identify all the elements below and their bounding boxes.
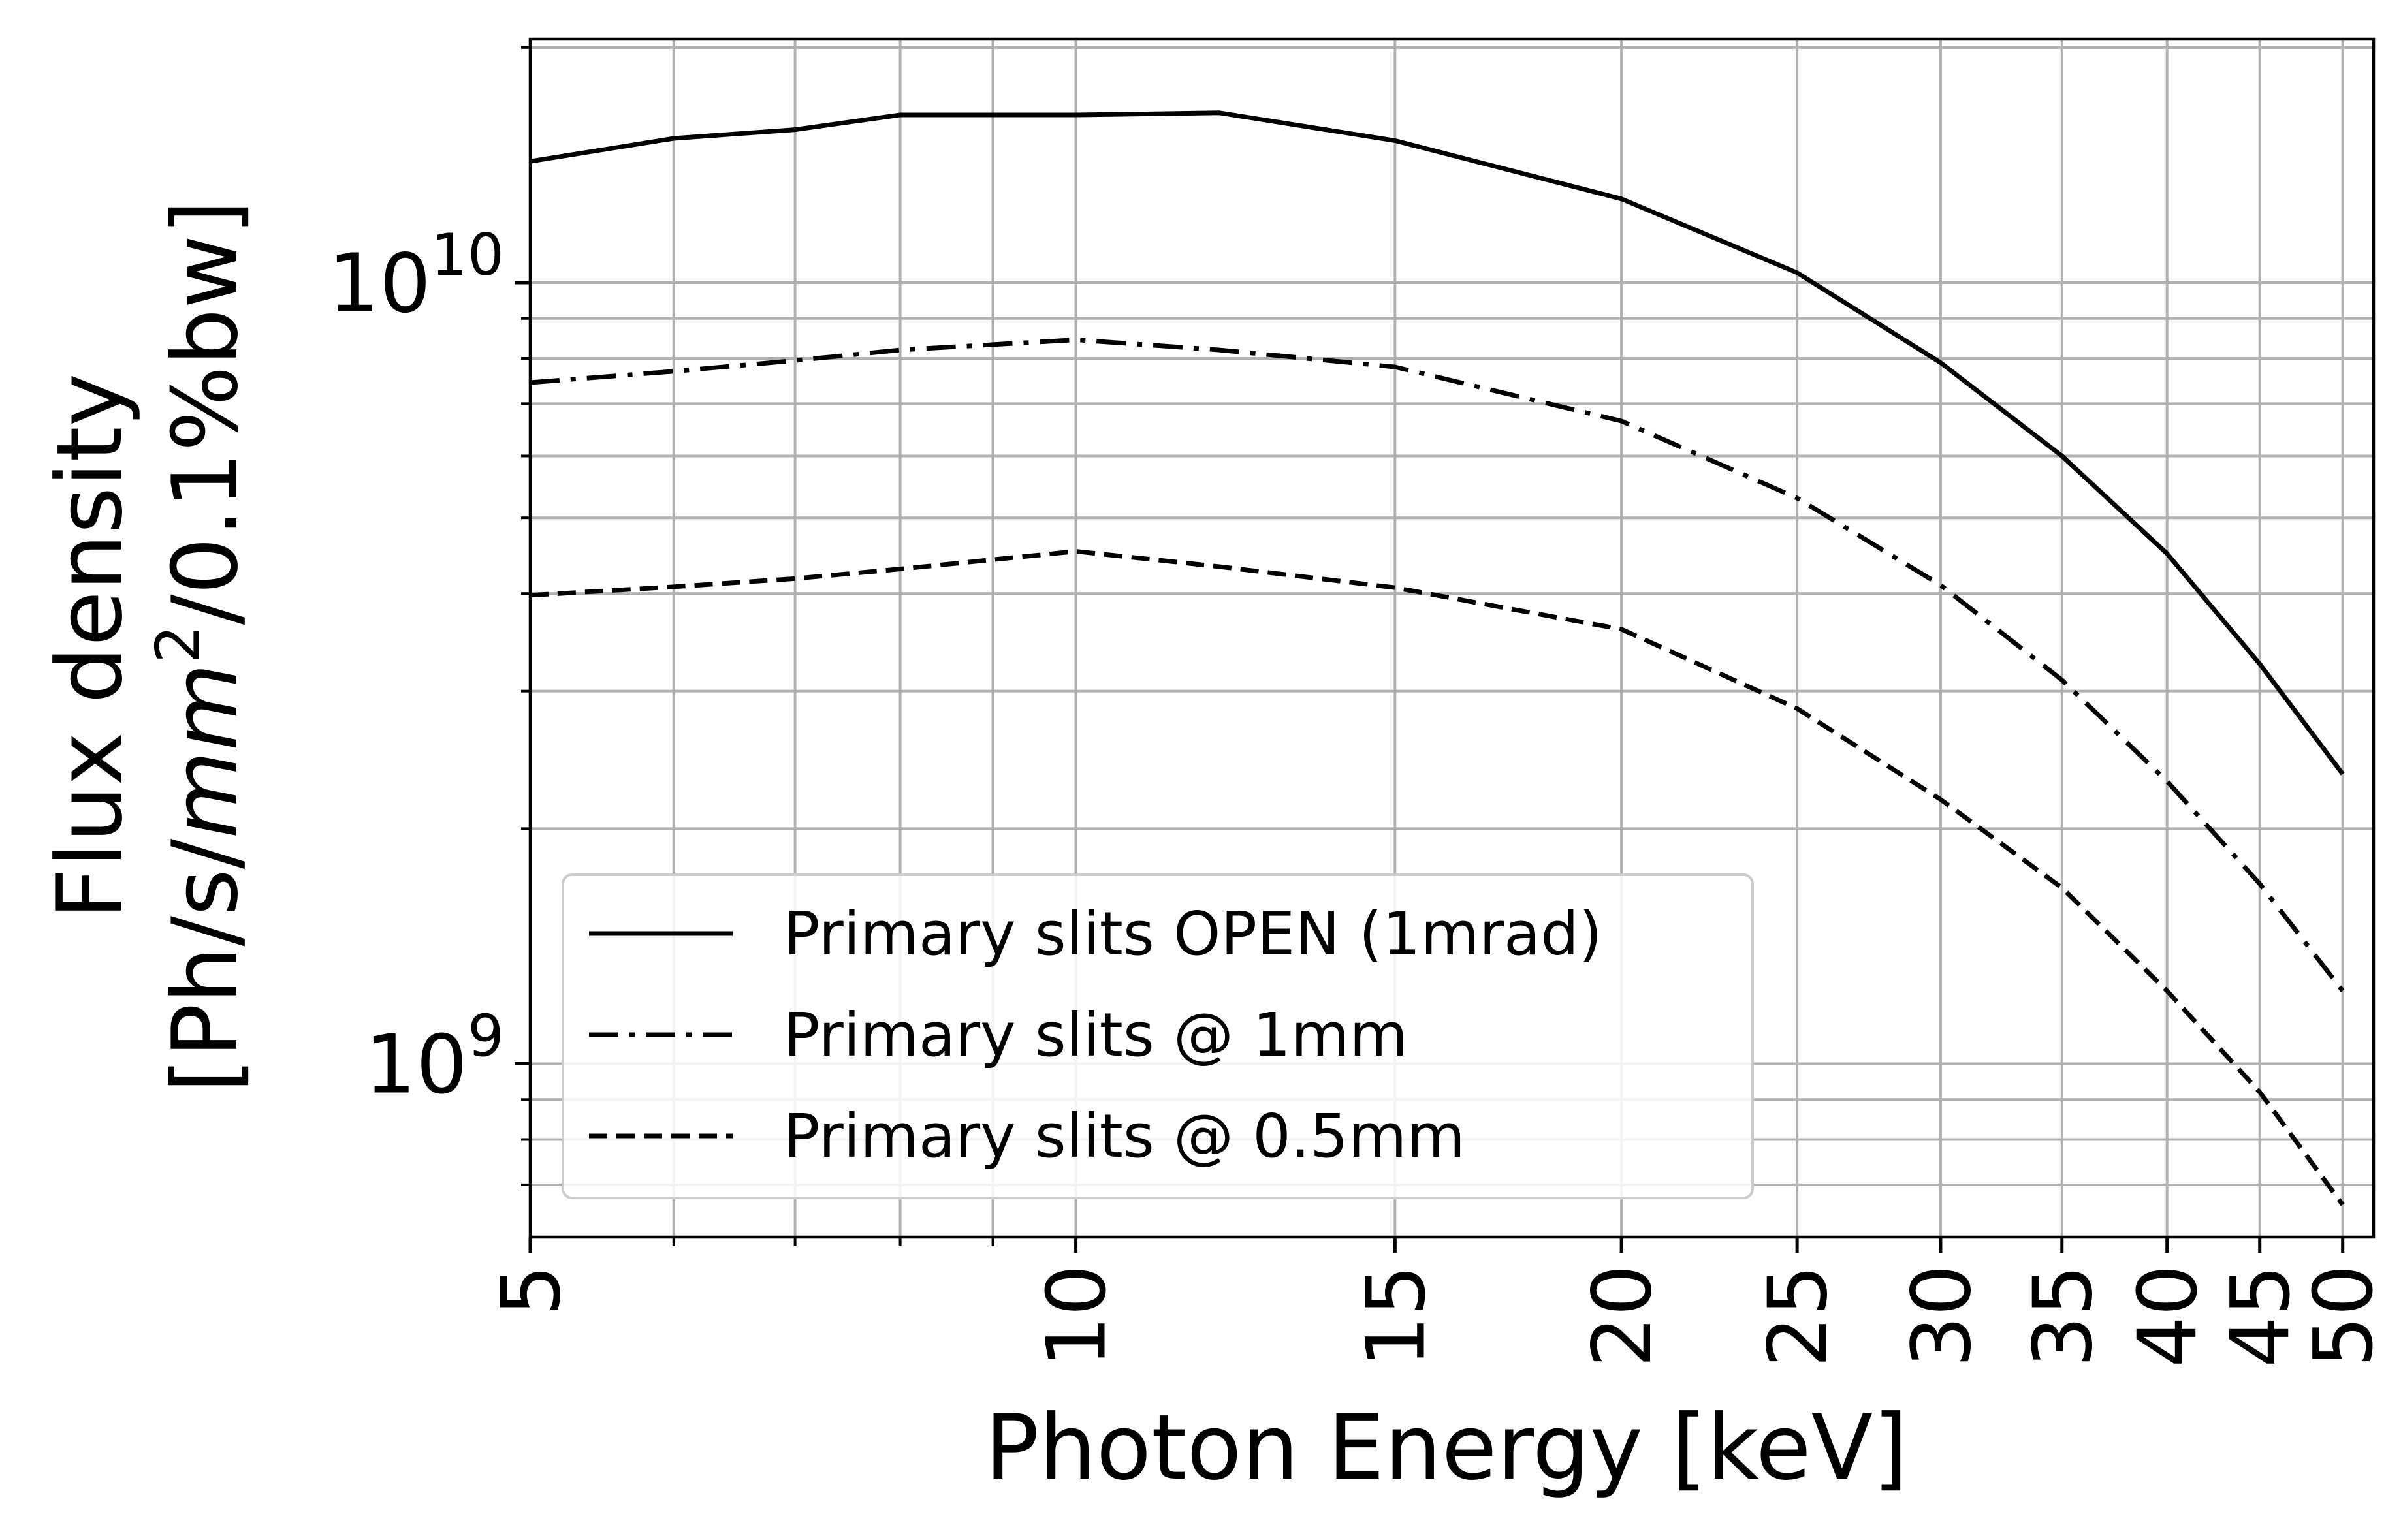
x-tick-label: 35 [2016, 1265, 2110, 1368]
y-tick-label-base: 10 [364, 1018, 468, 1112]
y-axis-label-exponent: 2 [143, 625, 213, 663]
x-tick-label: 25 [1751, 1265, 1845, 1368]
y-axis-label-prefix: [Ph/s/ [153, 838, 258, 1093]
legend-label-1mm: Primary slits @ 1mm [784, 1000, 1408, 1070]
x-tick-label: 20 [1576, 1265, 1670, 1368]
legend-box [562, 873, 1754, 1199]
series-line-3 [530, 549, 2345, 1206]
x-axis-label: Photon Energy [keV] [985, 1395, 1908, 1500]
x-tick-label: 15 [1349, 1265, 1443, 1368]
legend-label-open: Primary slits OPEN (1mrad) [784, 899, 1602, 969]
x-tick-label: 10 [1030, 1265, 1124, 1368]
x-tick-label: 5 [485, 1265, 579, 1316]
y-axis-label-line2: [Ph/s/mm2/0.1%bw] [143, 200, 258, 1093]
x-tick-label: 40 [2122, 1265, 2216, 1368]
y-tick-label: 1010 [328, 221, 504, 331]
y-tick-label-exponent: 9 [468, 1003, 504, 1070]
series-line-2 [530, 338, 2345, 992]
y-tick-label: 109 [364, 1003, 504, 1112]
y-axis-label-units: [Ph/s/mm2/0.1%bw] [143, 200, 258, 1093]
y-axis-label: Flux density [37, 373, 142, 920]
series-lines [530, 110, 2345, 1206]
y-axis-label-suffix: /0.1%bw] [153, 200, 258, 625]
legend: Primary slits OPEN (1mrad) Primary slits… [562, 873, 1754, 1199]
y-axis-label-line1: Flux density [37, 373, 142, 920]
x-tick-label: 50 [2297, 1265, 2391, 1368]
legend-label-05mm: Primary slits @ 0.5mm [784, 1101, 1465, 1171]
y-axis-label-unit: mm [153, 663, 258, 839]
y-tick-label-exponent: 10 [431, 221, 504, 289]
x-tick-label: 30 [1895, 1265, 1989, 1368]
series-line-1 [530, 110, 2345, 776]
x-tick-label: 45 [2214, 1265, 2308, 1368]
plot-frame [528, 37, 2376, 1239]
y-tick-label-base: 10 [328, 237, 431, 331]
